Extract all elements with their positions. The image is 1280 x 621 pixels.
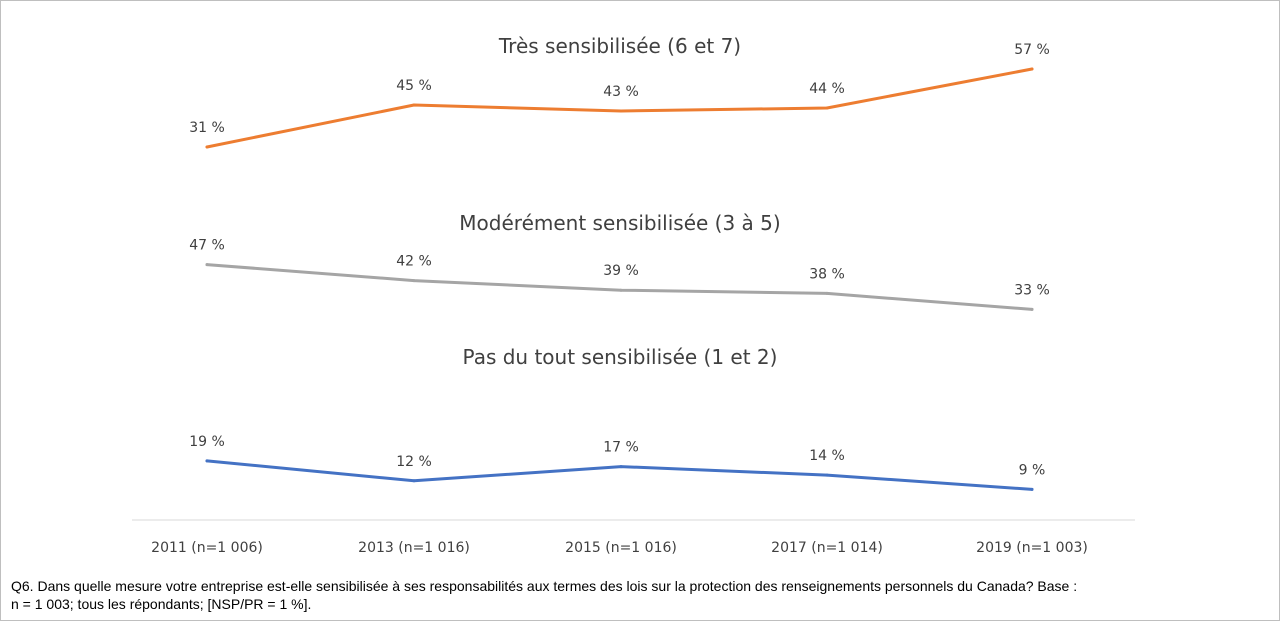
data-label-2-5: 33 % <box>1014 282 1050 298</box>
data-point-3-3 <box>619 465 623 469</box>
x-tick-label-1: 2011 (n=1 006) <box>151 540 263 556</box>
x-tick-label-3: 2015 (n=1 016) <box>565 540 677 556</box>
x-tick-label-5: 2019 (n=1 003) <box>976 540 1088 556</box>
data-point-3-2 <box>412 479 416 483</box>
data-label-2-3: 39 % <box>603 263 639 279</box>
data-label-3-1: 19 % <box>189 434 225 450</box>
line-chart: Très sensibilisée (6 et 7) 31 % 45 % 43 % 44… <box>132 34 1135 556</box>
data-label-1-4: 44 % <box>809 81 845 97</box>
data-point-2-1 <box>205 263 209 267</box>
data-label-1-3: 43 % <box>603 84 639 100</box>
data-point-3-4 <box>825 473 829 477</box>
data-label-3-3: 17 % <box>603 440 639 456</box>
data-point-1-3 <box>619 109 623 113</box>
series-line-1 <box>205 67 1034 149</box>
data-point-2-4 <box>825 291 829 295</box>
data-label-3-5: 9 % <box>1019 462 1046 478</box>
data-point-3-1 <box>205 459 209 463</box>
data-label-1-2: 45 % <box>396 78 432 94</box>
series-title-3: Pas du tout sensibilisée (1 et 2) <box>463 345 778 369</box>
data-point-1-1 <box>205 145 209 149</box>
data-point-2-2 <box>412 279 416 283</box>
data-label-1-5: 57 % <box>1014 42 1050 58</box>
data-label-1-1: 31 % <box>189 120 225 136</box>
data-point-1-2 <box>412 103 416 107</box>
data-point-2-5 <box>1030 307 1034 311</box>
data-label-3-2: 12 % <box>396 454 432 470</box>
data-point-3-5 <box>1030 487 1034 491</box>
caption-line-2: n = 1 003; tous les répondants; [NSP/PR … <box>11 596 312 612</box>
x-tick-label-4: 2017 (n=1 014) <box>771 540 883 556</box>
caption-line-1: Q6. Dans quelle mesure votre entreprise … <box>11 578 1078 594</box>
series-title-1: Très sensibilisée (6 et 7) <box>498 34 741 58</box>
question-caption: Q6. Dans quelle mesure votre entreprise … <box>11 577 1241 613</box>
data-point-2-3 <box>619 288 623 292</box>
data-label-2-1: 47 % <box>189 238 225 254</box>
data-point-1-5 <box>1030 67 1034 71</box>
data-label-2-2: 42 % <box>396 254 432 270</box>
series-line-3 <box>205 459 1034 491</box>
data-label-3-4: 14 % <box>809 448 845 464</box>
data-label-2-4: 38 % <box>809 266 845 282</box>
x-tick-label-2: 2013 (n=1 016) <box>358 540 470 556</box>
data-point-1-4 <box>825 106 829 110</box>
series-title-2: Modérément sensibilisée (3 à 5) <box>459 211 780 235</box>
